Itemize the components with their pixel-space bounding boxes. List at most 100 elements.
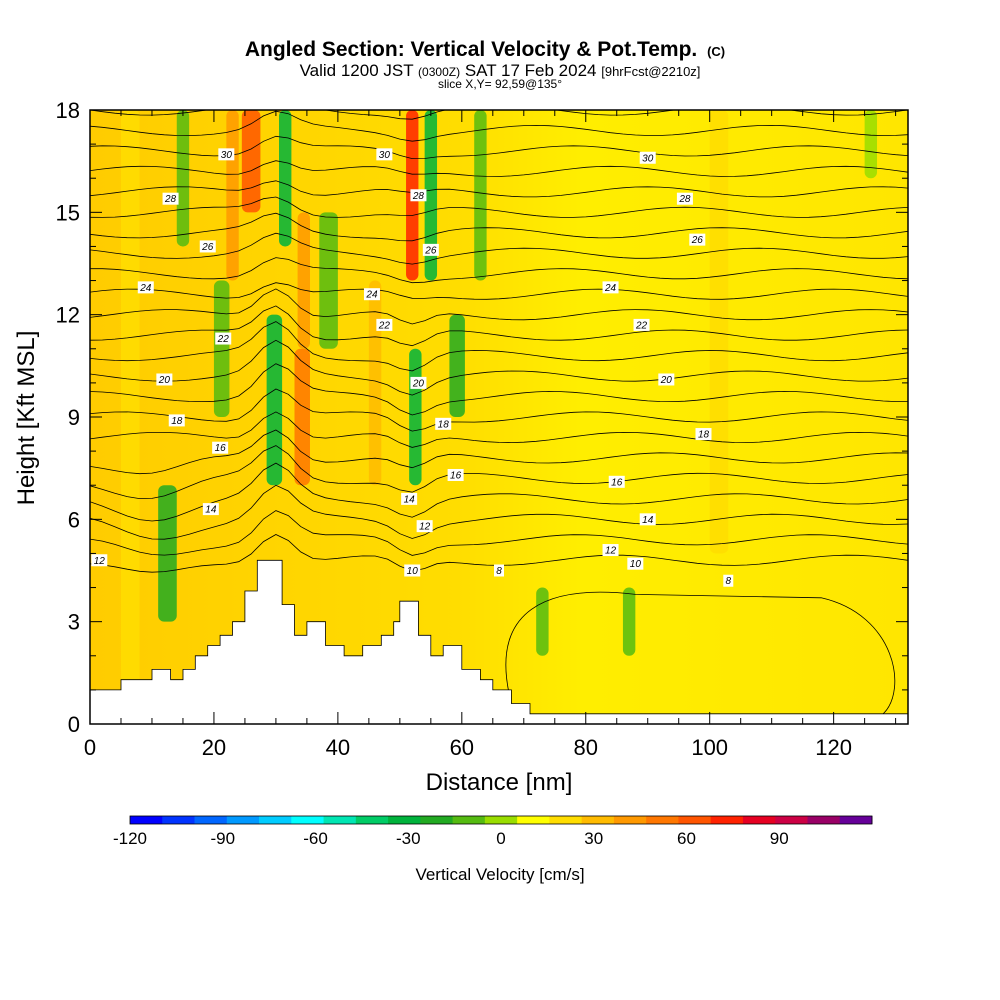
theta-contour — [90, 321, 908, 372]
svg-text:14: 14 — [205, 505, 217, 516]
svg-text:28: 28 — [164, 194, 177, 205]
contour-label: 26 — [689, 233, 706, 246]
colorbar-swatch — [130, 816, 163, 824]
colorbar-swatch — [549, 816, 583, 824]
svg-text:30: 30 — [379, 150, 391, 161]
contour-label: 14 — [639, 513, 656, 526]
svg-text:28: 28 — [678, 194, 691, 205]
colorbar-tick-label: -60 — [303, 829, 328, 848]
theta-contour — [90, 339, 908, 396]
svg-text:28: 28 — [412, 191, 425, 202]
contour-label: 28 — [410, 189, 427, 202]
velocity-band — [120, 110, 140, 724]
slice-info: slice X,Y= 92,59@135° — [438, 77, 562, 91]
theta-contour — [90, 462, 908, 522]
svg-text:12: 12 — [605, 546, 617, 557]
colorbar-swatch — [194, 816, 228, 824]
x-tick-label: 40 — [326, 735, 350, 760]
velocity-band — [449, 314, 465, 417]
potential-temperature-contours — [90, 110, 908, 715]
x-tick-label: 60 — [450, 735, 474, 760]
colorbar-tick-label: 60 — [677, 829, 696, 848]
colorbar-swatch — [646, 816, 679, 824]
theta-contour — [90, 232, 908, 265]
velocity-band — [424, 110, 438, 281]
x-tick-label: 80 — [574, 735, 598, 760]
svg-text:18: 18 — [438, 419, 450, 430]
theta-contour — [90, 196, 908, 218]
colorbar-swatch — [162, 816, 196, 824]
contour-label: 16 — [608, 475, 625, 488]
velocity-band — [368, 280, 382, 486]
colorbar-swatch — [742, 816, 776, 824]
velocity-band — [864, 110, 878, 179]
velocity-band — [279, 110, 292, 247]
svg-text:16: 16 — [215, 443, 227, 454]
velocity-band — [709, 110, 729, 554]
contour-label: 30 — [218, 148, 235, 161]
colorbar-swatch — [355, 816, 389, 824]
contour-label: 28 — [676, 192, 693, 205]
contour-label: 24 — [363, 288, 380, 301]
velocity-band — [176, 110, 190, 247]
colorbar-swatch — [323, 816, 357, 824]
contour-label: 8 — [723, 574, 734, 587]
velocity-band — [213, 280, 230, 417]
y-tick-label: 6 — [68, 507, 80, 532]
svg-text:20: 20 — [412, 378, 425, 389]
colorbar-swatch — [678, 816, 712, 824]
y-tick-label: 15 — [56, 200, 80, 225]
theta-contour — [90, 363, 908, 416]
contour-label: 30 — [376, 148, 393, 161]
svg-text:24: 24 — [604, 283, 617, 294]
svg-text:12: 12 — [419, 522, 431, 533]
colorbar-swatch — [484, 816, 518, 824]
y-tick-label: 0 — [68, 712, 80, 737]
contour-label: 10 — [627, 557, 644, 570]
plot-area: 30 28 26 24 22 20 18 16 14 12 30 28 26 24 22 20 18 16 14 12… — [89, 109, 909, 725]
svg-text:24: 24 — [139, 283, 152, 294]
svg-text:18: 18 — [171, 416, 183, 427]
contour-label: 28 — [162, 192, 179, 205]
y-tick-label: 12 — [56, 303, 80, 328]
theta-contour — [90, 212, 908, 242]
colorbar: -120 -90 -60 -30 0 30 60 90 — [113, 815, 873, 848]
contour-label: 16 — [212, 441, 229, 454]
contour-label: 18 — [168, 414, 185, 427]
contour-label: 20 — [156, 373, 173, 386]
svg-text:22: 22 — [378, 320, 391, 331]
velocity-band — [536, 587, 549, 656]
theta-contour — [505, 591, 896, 715]
theta-contour — [90, 411, 908, 448]
theta-contour — [90, 110, 908, 142]
colorbar-swatch — [388, 816, 421, 824]
svg-text:22: 22 — [635, 320, 648, 331]
svg-text:10: 10 — [407, 566, 419, 577]
svg-text:20: 20 — [660, 375, 673, 386]
x-tick-label: 120 — [815, 735, 852, 760]
velocity-band — [226, 110, 239, 281]
colorbar-swatch — [807, 816, 841, 824]
x-tick-label: 100 — [691, 735, 728, 760]
svg-text:14: 14 — [404, 494, 416, 505]
contour-label: 16 — [447, 468, 464, 481]
colorbar-swatch — [517, 816, 550, 824]
contour-label: 22 — [633, 318, 650, 331]
colorbar-swatch — [452, 816, 486, 824]
velocity-band — [266, 314, 283, 486]
y-tick-label: 9 — [68, 405, 80, 430]
colorbar-tick-label: 30 — [584, 829, 603, 848]
terrain — [89, 559, 909, 725]
contour-label: 14 — [401, 492, 418, 505]
svg-text:16: 16 — [611, 477, 623, 488]
y-tick-label: 3 — [68, 610, 80, 635]
svg-text:24: 24 — [365, 290, 378, 301]
colorbar-tick-label: -90 — [210, 829, 235, 848]
svg-text:8: 8 — [726, 576, 732, 587]
theta-contour — [90, 180, 908, 198]
contour-label: 20 — [658, 373, 675, 386]
theta-contour — [90, 305, 908, 347]
colorbar-swatch — [581, 816, 615, 824]
velocity-band — [158, 485, 177, 622]
contour-label: 12 — [91, 554, 108, 567]
